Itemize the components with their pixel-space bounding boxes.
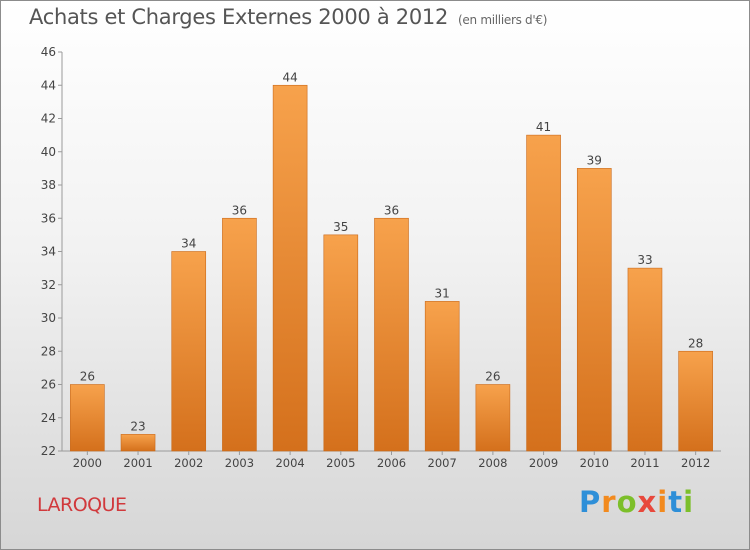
y-tick-label: 28 [41,344,56,358]
city-name: LAROQUE [37,494,127,516]
y-tick-label: 24 [41,411,56,425]
x-tick-label: 2009 [529,456,558,470]
y-tick-label: 32 [41,278,56,292]
bar [475,384,511,452]
bar [70,384,105,452]
x-tick-label: 2005 [326,456,355,470]
y-tick-label: 26 [41,378,56,392]
bar-value-label: 31 [435,286,450,300]
bar-value-label: 36 [232,203,247,217]
x-tick-label: 2003 [225,456,254,470]
y-tick-label: 46 [41,45,56,59]
x-tick-label: 2006 [377,456,406,470]
x-tick-label: 2004 [275,456,304,470]
bar [374,217,409,452]
brand-letter: i [657,485,669,519]
y-tick-label: 34 [41,245,56,259]
x-tick-label: 2002 [174,456,203,470]
bar-value-label: 26 [485,370,500,384]
bar-value-label: 34 [181,237,196,251]
bar [678,350,713,452]
x-tick-label: 2001 [123,456,152,470]
y-tick-label: 36 [41,211,56,225]
bar [272,84,308,452]
x-tick-label: 2010 [580,456,609,470]
brand-letter: t [668,485,684,519]
brand-letter: P [579,485,602,519]
bar-value-label: 26 [80,370,95,384]
bar [424,301,460,452]
y-tick-label: 38 [41,178,56,192]
bar [222,217,257,452]
bar [576,168,612,452]
x-tick-label: 2011 [630,456,659,470]
x-tick-label: 2007 [428,456,457,470]
bar-value-label: 33 [637,253,652,267]
chart-title: Achats et Charges Externes 2000 à 2012 (e… [29,5,547,29]
x-tick-label: 2008 [478,456,507,470]
bar [526,134,561,452]
bar [323,234,359,452]
brand-letter: x [637,485,658,519]
y-tick-label: 22 [41,444,56,458]
bar-value-label: 35 [333,220,348,234]
x-tick-label: 2000 [73,456,102,470]
y-tick-label: 44 [41,78,56,92]
bar-value-label: 36 [384,203,399,217]
y-tick-label: 42 [41,112,56,126]
bar-value-label: 41 [536,120,551,134]
bar [627,267,663,452]
bar-value-label: 28 [688,336,703,350]
bar [120,434,156,452]
brand-logo: Proxiti [579,485,694,519]
x-tick-label: 2012 [681,456,710,470]
chart-unit: (en milliers d'€) [458,13,548,27]
bar-value-label: 23 [130,419,145,433]
brand-letter: r [601,485,617,519]
y-tick-label: 40 [41,145,56,159]
brand-letter: o [616,485,638,519]
bar-value-label: 44 [282,70,297,84]
y-tick-label: 30 [41,311,56,325]
bar-value-label: 39 [587,153,602,167]
chart-title-text: Achats et Charges Externes 2000 à 2012 [29,5,449,29]
brand-letter: i [683,485,695,519]
bar [171,251,207,452]
